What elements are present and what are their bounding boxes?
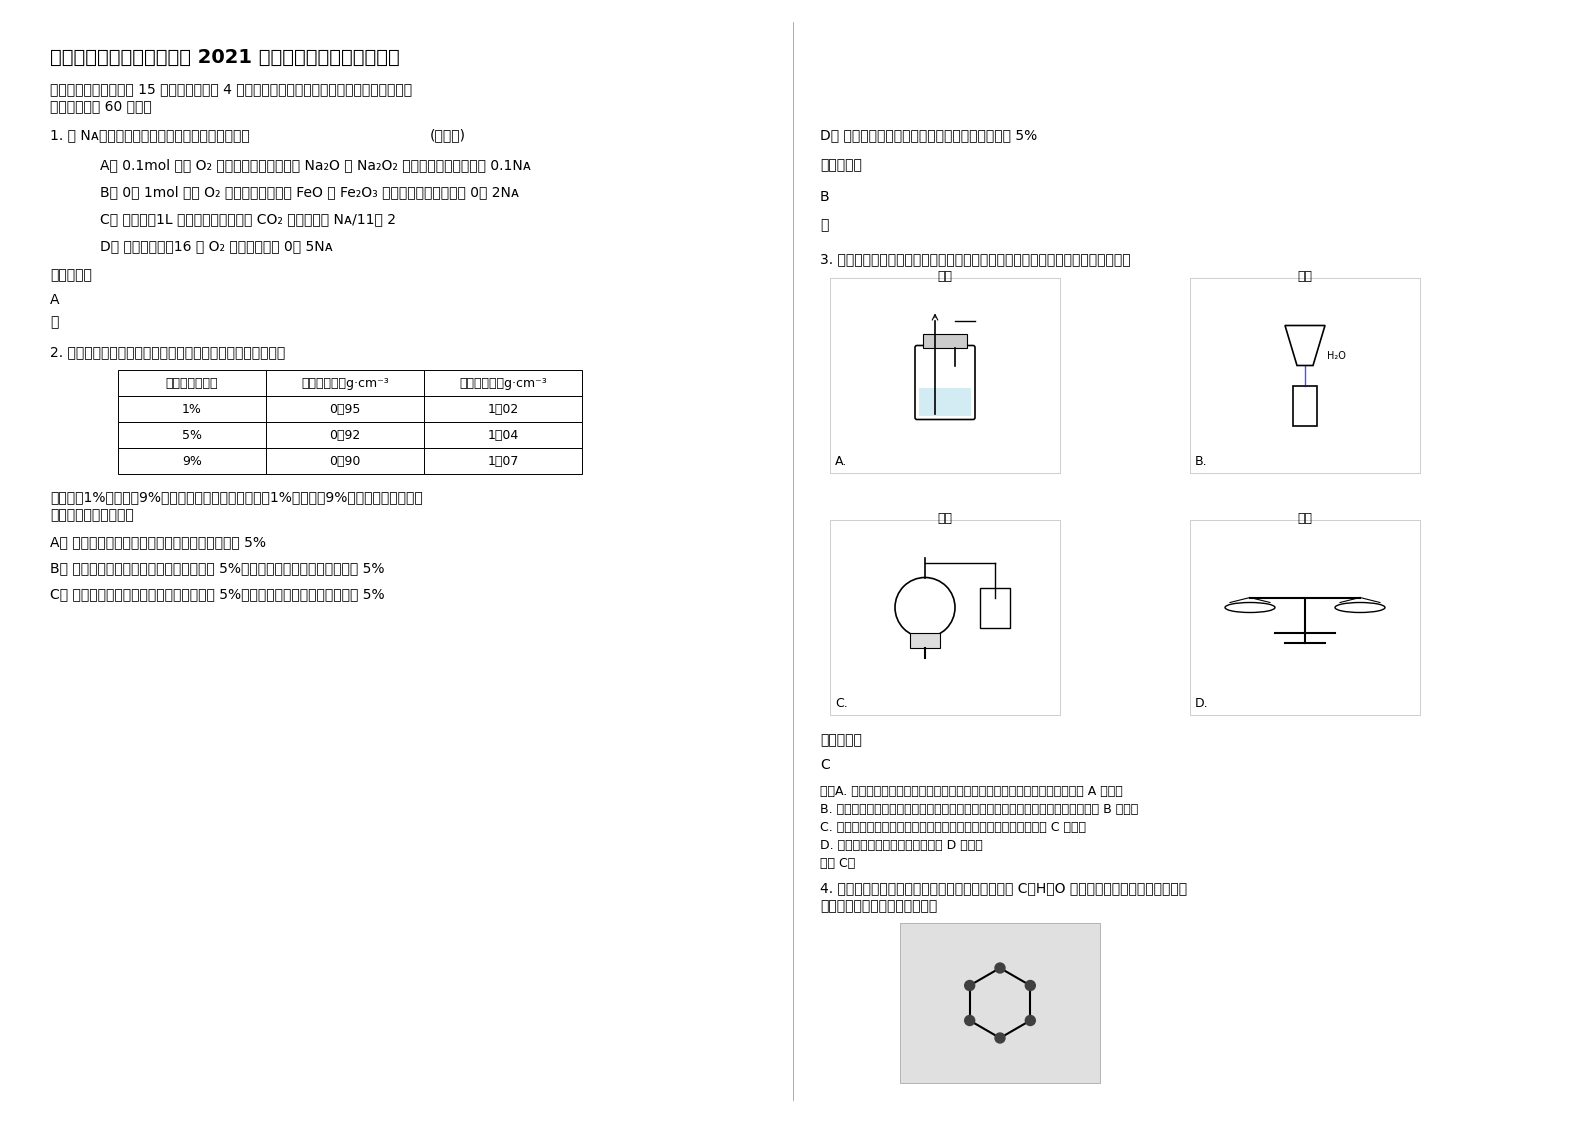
Bar: [117, 422, 267, 448]
Text: H₂O: H₂O: [1327, 350, 1346, 360]
Text: C: C: [820, 758, 830, 772]
Text: D． 通常状态下，16 克 O₂ 含氧原子数为 0． 5Nᴀ: D． 通常状态下，16 克 O₂ 含氧原子数为 0． 5Nᴀ: [100, 239, 333, 252]
Text: 1．02: 1．02: [487, 403, 519, 415]
Text: D. 氪氧化鑓应在小烧杯中称量，故 D 错误．: D. 氪氧化鑓应在小烧杯中称量，故 D 错误．: [820, 839, 982, 852]
Text: 除杂: 除杂: [938, 270, 952, 283]
Bar: [919, 387, 971, 415]
Text: 稼释: 稼释: [1298, 270, 1312, 283]
Text: A.: A.: [835, 456, 847, 468]
Text: B: B: [820, 190, 830, 204]
Bar: [1293, 386, 1317, 425]
Text: 制气: 制气: [938, 512, 952, 525]
Bar: [830, 278, 1060, 473]
Text: 参考答案：: 参考答案：: [51, 268, 92, 282]
Text: B. 量筒只能用于量取一定体积，只能在常温下使用，不能在量筒中稼释浓硫酸，故 B 错误；: B. 量筒只能用于量取一定体积，只能在常温下使用，不能在量筒中稼释浓硫酸，故 B…: [820, 803, 1138, 816]
Text: 略: 略: [820, 218, 828, 232]
Text: 3. 实验是研究化学的基础，图中所示的实验方法、装置或操作完全正确的是（　）: 3. 实验是研究化学的基础，图中所示的实验方法、装置或操作完全正确的是（ ）: [820, 252, 1130, 266]
Circle shape: [1025, 981, 1035, 991]
Text: A． 0.1mol 钓和 O₂ 在一定条件下反应生成 Na₂O 和 Na₂O₂ 混合时，失去电子数为 0.1Nᴀ: A． 0.1mol 钓和 O₂ 在一定条件下反应生成 Na₂O 和 Na₂O₂ …: [100, 158, 532, 172]
Text: 甲物质的1%的溶液与9%的溶液等体积混合，乙物质的1%的溶液与9%的溶液等体积混合，: 甲物质的1%的溶液与9%的溶液等体积混合，乙物质的1%的溶液与9%的溶液等体积混…: [51, 490, 422, 504]
Text: A． 混合后，甲、乙溶液中溶质的质量分数均大于 5%: A． 混合后，甲、乙溶液中溶质的质量分数均大于 5%: [51, 535, 267, 549]
Text: 江西省赣州市南康第八中学 2021 年高三化学期末试题含解析: 江西省赣州市南康第八中学 2021 年高三化学期末试题含解析: [51, 48, 400, 67]
Text: 参考答案：: 参考答案：: [820, 733, 862, 747]
Bar: [1190, 278, 1420, 473]
Text: 0．90: 0．90: [330, 454, 360, 468]
Bar: [909, 633, 940, 647]
Text: 图所示，下列有关叙述正确的是: 图所示，下列有关叙述正确的是: [820, 899, 938, 913]
Text: 参考答案：: 参考答案：: [820, 158, 862, 172]
Bar: [424, 370, 582, 396]
Text: B． 0． 1mol 铁和 O₂ 在一定条件下生成 FeO 和 Fe₂O₃ 混合物，失去电子数为 0． 2Nᴀ: B． 0． 1mol 铁和 O₂ 在一定条件下生成 FeO 和 Fe₂O₃ 混合…: [100, 185, 519, 199]
Bar: [117, 448, 267, 473]
Text: 1. 设 Nᴀ为阿佛加德罗常数，下列说法中正确的是: 1. 设 Nᴀ为阿佛加德罗常数，下列说法中正确的是: [51, 128, 249, 142]
Circle shape: [965, 1015, 974, 1026]
Bar: [424, 448, 582, 473]
Bar: [424, 396, 582, 422]
Text: 0．92: 0．92: [330, 429, 360, 441]
Text: 乙溶液密度／g·cm⁻³: 乙溶液密度／g·cm⁻³: [459, 377, 548, 389]
Text: A: A: [51, 293, 59, 307]
Text: 1%: 1%: [183, 403, 202, 415]
Bar: [900, 923, 1100, 1083]
Circle shape: [965, 981, 974, 991]
Bar: [117, 370, 267, 396]
Text: 故选 C。: 故选 C。: [820, 857, 855, 870]
Circle shape: [1025, 1015, 1035, 1026]
Text: 1．07: 1．07: [487, 454, 519, 468]
Text: 略: 略: [51, 315, 59, 329]
Bar: [830, 519, 1060, 715]
Text: D． 混合后，甲、乙溶液中溶质的质量分数均等于 5%: D． 混合后，甲、乙溶液中溶质的质量分数均等于 5%: [820, 128, 1038, 142]
Text: 甲溶液密度／g·cm⁻³: 甲溶液密度／g·cm⁻³: [302, 377, 389, 389]
Text: C.: C.: [835, 697, 847, 710]
Text: C． 混合后，甲溶液中溶贤的质量分数大于 5%，乙溶液中溶质的质量分数小于 5%: C． 混合后，甲溶液中溶贤的质量分数大于 5%，乙溶液中溶质的质量分数小于 5%: [51, 587, 384, 601]
Text: 0．95: 0．95: [330, 403, 360, 415]
Text: D.: D.: [1195, 697, 1209, 710]
Bar: [117, 396, 267, 422]
Text: 4. 某种激光染料，应用于可调谐染料激光器，它由 C、H、O 三种元素组成，分子球棍型如右: 4. 某种激光染料，应用于可调谐染料激光器，它由 C、H、O 三种元素组成，分子…: [820, 881, 1187, 895]
Bar: [981, 588, 1009, 627]
Circle shape: [995, 963, 1005, 973]
Circle shape: [995, 1033, 1005, 1043]
Bar: [424, 422, 582, 448]
Text: 溶质的质量分数: 溶质的质量分数: [165, 377, 219, 389]
Text: (　　　): ( ): [430, 128, 467, 142]
Text: 一、单选题（本大题共 15 个小题，每小题 4 分。在每小题给出的四个选项中，只有一项符合: 一、单选题（本大题共 15 个小题，每小题 4 分。在每小题给出的四个选项中，只…: [51, 82, 413, 96]
Bar: [1190, 519, 1420, 715]
Text: B.: B.: [1195, 456, 1208, 468]
Text: B． 混合后，乙溶液中溶质的质量分数大于 5%，甲溶液中溶质的质量分数小于 5%: B． 混合后，乙溶液中溶质的质量分数大于 5%，甲溶液中溶质的质量分数小于 5%: [51, 561, 384, 574]
Text: C． 标况下，1L 乙醇完全燃烧时产生 CO₂ 的分子数为 Nᴀ/11． 2: C． 标况下，1L 乙醇完全燃烧时产生 CO₂ 的分子数为 Nᴀ/11． 2: [100, 212, 397, 226]
Bar: [267, 370, 424, 396]
Text: 称量: 称量: [1298, 512, 1312, 525]
Bar: [924, 333, 966, 348]
Text: C. 实验室可用础化钙和氪气化馒制备氨气，装置符合制备要求，故 C 正确；: C. 实验室可用础化钙和氪气化馒制备氨气，装置符合制备要求，故 C 正确；: [820, 821, 1086, 834]
Text: 5%: 5%: [183, 429, 202, 441]
Text: 题目要求，共 60 分。）: 题目要求，共 60 分。）: [51, 99, 152, 113]
Bar: [267, 448, 424, 473]
Bar: [267, 422, 424, 448]
Text: 9%: 9%: [183, 454, 202, 468]
Text: 解：A. 洗气时，气体应从长导管进，短导管出，题中气体的进出方向错误，故 A 错误；: 解：A. 洗气时，气体应从长导管进，短导管出，题中气体的进出方向错误，故 A 错…: [820, 785, 1122, 798]
Text: 下列叙述中，正确的是: 下列叙述中，正确的是: [51, 508, 133, 522]
Bar: [267, 396, 424, 422]
Text: 1．04: 1．04: [487, 429, 519, 441]
Text: 2. 已知甲、乙溶质的质量分数与溶液密度的关系如下表所示：: 2. 已知甲、乙溶质的质量分数与溶液密度的关系如下表所示：: [51, 344, 286, 359]
